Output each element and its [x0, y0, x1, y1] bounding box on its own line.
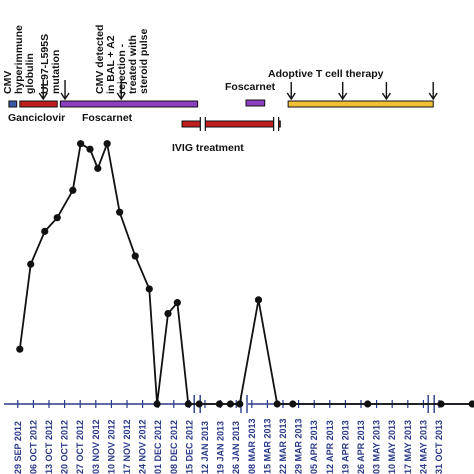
label-ganciclovir: Ganciclovir — [8, 112, 65, 124]
data-point-14 — [173, 299, 181, 307]
x-tick-label-14: 26 JAN 2013 — [231, 421, 241, 474]
x-tick-label-8: 24 NOV 2012 — [138, 419, 148, 474]
ivig-bar-gap-0 — [200, 117, 206, 131]
therapy-bar-4 — [245, 99, 266, 107]
x-tick-label-17: 22 MAR 2013 — [278, 418, 288, 474]
x-tick-label-13: 19 JAN 2013 — [216, 421, 226, 474]
viral-load-series — [16, 140, 474, 408]
therapy-bar-1 — [19, 100, 58, 108]
x-tick-label-24: 10 MAY 2013 — [387, 420, 397, 474]
annotation-ul97-mutation: UL97-L595S mutation — [39, 31, 62, 94]
x-tick-label-4: 27 OCT 2012 — [75, 420, 85, 474]
t-cell-infusion-arrow-3-head — [428, 92, 438, 101]
x-tick-label-9: 01 DEC 2012 — [153, 420, 163, 474]
x-tick-label-15: 08 MAR 2013 — [247, 418, 257, 474]
data-point-20 — [254, 296, 263, 304]
annotation-cmv-hyperimmune-globulin: CMV hyperimmune globulin — [2, 22, 36, 94]
data-point-16 — [195, 400, 203, 408]
x-tick-label-18: 29 MAR 2013 — [294, 418, 304, 474]
x-tick-label-12: 12 JAN 2013 — [200, 421, 210, 474]
x-tick-label-10: 08 DEC 2012 — [169, 420, 179, 474]
x-tick-labels: 29 SEP 2012 06 OCT 2012 13 OCT 2012 20 OCT … — [13, 418, 444, 474]
x-tick-label-1: 06 OCT 2012 — [28, 420, 38, 474]
axis-break-gap-1 — [240, 395, 248, 413]
label-foscarnet-first: Foscarnet — [82, 112, 133, 124]
t-cell-infusion-arrow-2-head — [381, 92, 391, 101]
data-point-24 — [437, 400, 445, 408]
x-tick-label-7: 17 NOV 2012 — [122, 419, 132, 474]
data-point-12 — [153, 400, 161, 408]
x-tick-label-23: 03 MAY 2013 — [372, 420, 382, 474]
data-point-11 — [145, 285, 153, 293]
x-tick-label-0: 29 SEP 2012 — [13, 421, 23, 474]
data-point-3 — [53, 214, 61, 222]
data-point-15 — [184, 400, 192, 408]
data-point-22 — [289, 400, 297, 408]
x-tick-label-3: 20 OCT 2012 — [60, 420, 70, 474]
x-tick-label-5: 03 NOV 2012 — [91, 419, 101, 474]
x-tick-label-27: 31 OCT 2013 — [434, 420, 444, 474]
therapy-bars — [8, 99, 434, 131]
event-arrows — [38, 80, 438, 101]
data-point-18 — [226, 400, 234, 408]
x-tick-label-19: 05 APR 2013 — [309, 420, 319, 474]
therapy-bar-5 — [287, 100, 434, 108]
data-point-6 — [86, 145, 94, 153]
data-point-7 — [94, 164, 102, 172]
x-tick-label-16: 15 MAR 2013 — [262, 418, 272, 474]
data-point-9 — [116, 208, 124, 216]
data-point-5 — [77, 140, 85, 148]
x-tick-label-26: 24 MAY 2013 — [418, 420, 428, 474]
t-cell-infusion-arrow-1-head — [338, 92, 348, 101]
data-point-23 — [364, 400, 372, 408]
therapy-bar-2 — [59, 100, 199, 108]
event-arrow-0-head — [38, 92, 48, 101]
label-ivig-treatment: IVIG treatment — [172, 142, 244, 154]
label-foscarnet-second: Foscarnet — [225, 81, 276, 93]
data-point-2 — [41, 227, 49, 235]
event-arrow-2-head — [116, 92, 126, 101]
data-point-25 — [468, 400, 474, 408]
data-point-0 — [16, 345, 24, 353]
data-point-8 — [103, 140, 111, 148]
data-point-10 — [131, 252, 139, 260]
x-tick-label-6: 10 NOV 2012 — [106, 419, 116, 474]
label-adoptive-t-cell-therapy: Adoptive T cell therapy — [268, 68, 384, 80]
therapy-bar-3 — [181, 120, 281, 128]
x-tick-label-21: 19 APR 2013 — [340, 420, 350, 474]
event-arrow-1-head — [60, 92, 70, 101]
x-tick-label-2: 13 OCT 2012 — [44, 420, 54, 474]
data-point-4 — [69, 186, 77, 194]
data-point-21 — [273, 400, 281, 408]
data-point-13 — [164, 309, 172, 318]
therapy-bar-0 — [8, 100, 18, 108]
x-tick-label-11: 15 DEC 2012 — [184, 420, 194, 474]
t-cell-infusion-arrow-0-head — [286, 92, 296, 101]
x-tick-label-25: 17 MAY 2013 — [403, 420, 413, 474]
series-line-0 — [18, 140, 473, 405]
data-point-17 — [215, 400, 224, 408]
x-tick-label-22: 26 APR 2013 — [356, 420, 366, 474]
data-point-19 — [236, 400, 244, 408]
x-tick-label-20: 12 APR 2013 — [325, 420, 335, 474]
data-point-1 — [27, 260, 35, 268]
annotation-bal-rejection: CMV detected in BAL + A2 rejection - tre… — [94, 22, 150, 94]
ivig-bar-gap-1 — [273, 117, 279, 131]
